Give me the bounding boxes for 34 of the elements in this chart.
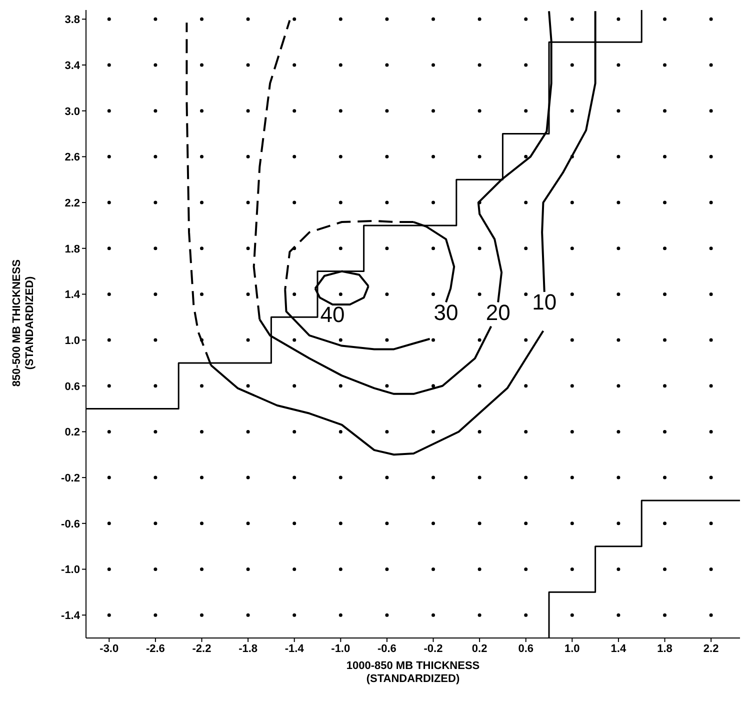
y-tick-label: 3.0 [64, 106, 80, 118]
y-tick-label: -0.6 [61, 518, 80, 530]
x-axis-title: 1000-850 MB THICKNESS (STANDARDIZED) [345, 660, 481, 686]
annotation: 40 [320, 302, 345, 328]
x-tick-label: 1.4 [610, 642, 627, 655]
x-tick-label: -1.8 [238, 642, 258, 655]
y-tick-label: -1.0 [61, 564, 80, 576]
y-tick-label: 2.2 [64, 197, 80, 210]
x-tick-label: -2.6 [146, 642, 165, 655]
y-tick-label: 1.8 [64, 243, 80, 256]
y-tick-label: 0.6 [64, 380, 80, 393]
x-tick-label: -2.2 [192, 642, 212, 655]
y-tick-label: 0.2 [64, 426, 80, 439]
y-tick-label: -1.4 [61, 610, 81, 622]
x-tick-label: 2.2 [703, 642, 719, 655]
y-tick-label: 1.4 [64, 289, 81, 302]
annotation: 30 [434, 300, 458, 325]
y-tick-label: 2.6 [64, 152, 80, 164]
y-tick-label: 1.0 [64, 334, 80, 347]
annotation: 20 [486, 300, 510, 325]
y-tick-label: 3.4 [64, 60, 81, 72]
x-tick-label: -0.6 [377, 642, 396, 655]
x-tick-label: -3.0 [100, 642, 119, 655]
x-tick-label: 0.2 [472, 642, 488, 655]
x-tick-label: -1.0 [331, 642, 350, 655]
x-tick-label: -0.2 [424, 642, 443, 655]
x-tick-label: -1.4 [284, 642, 305, 655]
x-tick-label: 1.0 [564, 642, 580, 655]
y-tick-label: 3.8 [64, 14, 80, 26]
annotation: 10 [532, 290, 557, 315]
x-tick-label: 0.6 [518, 642, 534, 655]
x-tick-label: 1.8 [657, 642, 672, 655]
y-tick-label: -0.2 [61, 472, 80, 484]
y-axis-title: 850-500 MB THICKNESS (STANDARDIZED) [11, 258, 37, 389]
